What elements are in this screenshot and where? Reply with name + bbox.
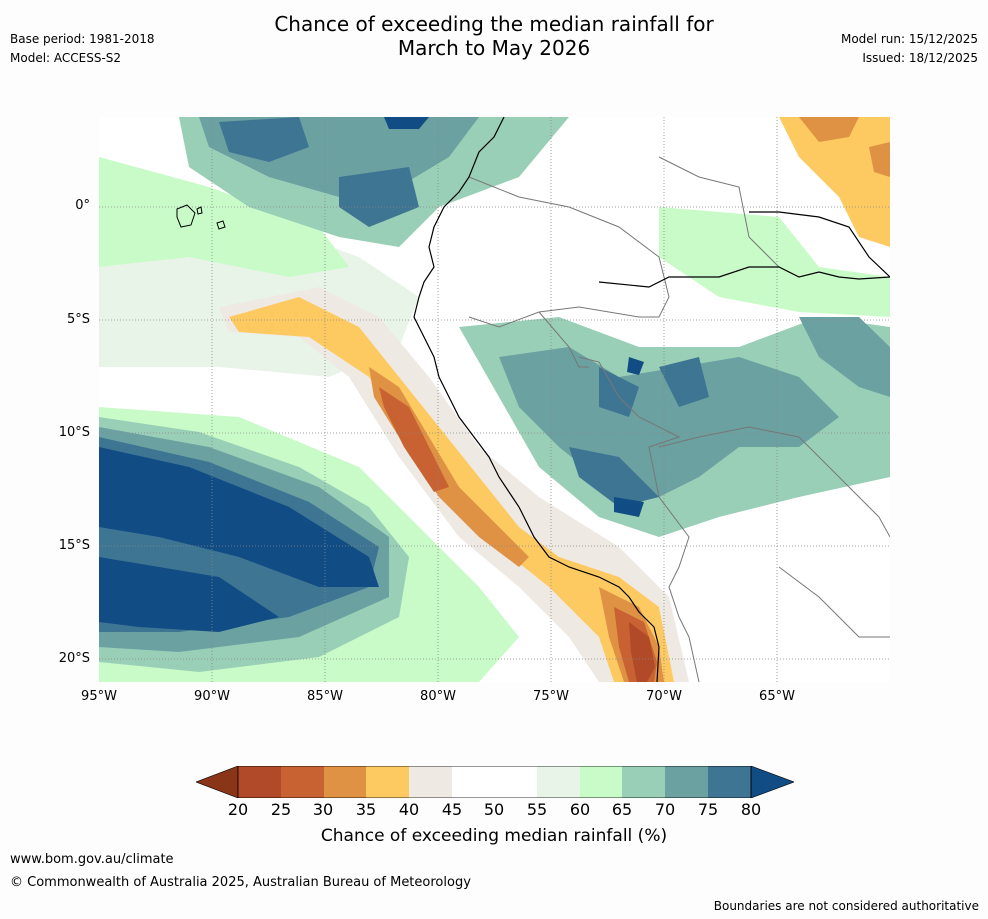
lat-label-20s: 20°S: [58, 651, 90, 666]
lat-label-15s: 15°S: [58, 538, 90, 553]
colorbar-tick: 35: [355, 800, 377, 819]
lon-label-90w: 90°W: [194, 689, 230, 704]
colorbar-tick: 45: [441, 800, 463, 819]
map-title: Chance of exceeding the median rainfall …: [194, 12, 794, 60]
colorbar-tick: 60: [569, 800, 591, 819]
issued-text: Issued: 18/12/2025: [862, 51, 978, 65]
lon-label-85w: 85°W: [307, 689, 343, 704]
colorbar-cell-25-30: [281, 766, 324, 798]
colorbar-cell-60-65: [580, 766, 622, 798]
shading-gt80-interior: [614, 357, 644, 517]
colorbar-cell-gt80: [750, 766, 794, 798]
shading-60-65-west: [99, 157, 349, 277]
copyright-text: © Commonwealth of Australia 2025, Austra…: [10, 875, 471, 890]
colorbar-tick: 70: [654, 800, 676, 819]
colorbar-cell-70-75: [665, 766, 708, 798]
title-line-1: Chance of exceeding the median rainfall …: [274, 12, 714, 36]
lon-label-80w: 80°W: [420, 689, 456, 704]
colorbar-cell-20-25: [238, 766, 281, 798]
shading-gt80-sw: [99, 447, 379, 632]
model-run-text: Model run: 15/12/2025: [840, 32, 978, 46]
shading-gt80-nw: [384, 117, 429, 129]
coastline: [413, 117, 890, 682]
lon-label-95w: 95°W: [81, 689, 117, 704]
shading-35-40-ne: [779, 117, 890, 247]
colorbar-cell-65-70: [622, 766, 665, 798]
lon-label-70w: 70°W: [646, 689, 682, 704]
colorbar: [196, 766, 794, 798]
colorbar-tick: 65: [611, 800, 633, 819]
colorbar-cell-lt20: [196, 766, 239, 798]
lat-label-0: 0°: [75, 198, 90, 213]
model-text: Model: ACCESS-S2: [10, 51, 122, 65]
lat-label-10s: 10°S: [58, 425, 90, 440]
shading-25-30-coast: [379, 387, 657, 682]
website-link[interactable]: www.bom.gov.au/climate: [10, 852, 174, 867]
title-line-2: March to May 2026: [397, 36, 591, 60]
shading-20-25-coast: [629, 622, 655, 682]
graticule: [99, 117, 890, 682]
colorbar-tick: 40: [398, 800, 420, 819]
colorbar-cell-75-80: [708, 766, 751, 798]
shading-75-80-nw: [219, 117, 419, 227]
colorbar-tick: 75: [697, 800, 719, 819]
colorbar-cell-40-45: [409, 766, 452, 798]
colorbar-tick: 55: [526, 800, 548, 819]
colorbar-tick: 25: [270, 800, 292, 819]
colorbar-cell-55-60: [537, 766, 580, 798]
lat-label-5s: 5°S: [66, 312, 90, 327]
colorbar-cell-45-50: [452, 766, 494, 798]
shading-75-80-interior: [569, 357, 709, 507]
galapagos-islands: [176, 204, 226, 230]
colorbar-tick: 20: [227, 800, 249, 819]
colorbar-tick: 30: [312, 800, 334, 819]
colorbar-label: Chance of exceeding median rainfall (%): [320, 826, 668, 846]
colorbar-cell-35-40: [366, 766, 409, 798]
colorbar-tick: 80: [740, 800, 762, 819]
colorbar-cell-30-35: [324, 766, 366, 798]
colorbar-cell-50-55: [494, 766, 537, 798]
shading-70-75-interior: [499, 317, 890, 497]
rainfall-map: [99, 117, 890, 682]
shading-30-35-ne: [799, 117, 890, 177]
base-period-text: Base period: 1981-2018: [10, 32, 155, 46]
lon-label-75w: 75°W: [533, 689, 569, 704]
colorbar-outline: [237, 766, 752, 798]
colorbar-tick: 50: [483, 800, 505, 819]
lon-label-65w: 65°W: [759, 689, 795, 704]
country-boundaries: [468, 156, 890, 682]
boundaries-disclaimer: Boundaries are not considered authoritat…: [713, 899, 979, 913]
